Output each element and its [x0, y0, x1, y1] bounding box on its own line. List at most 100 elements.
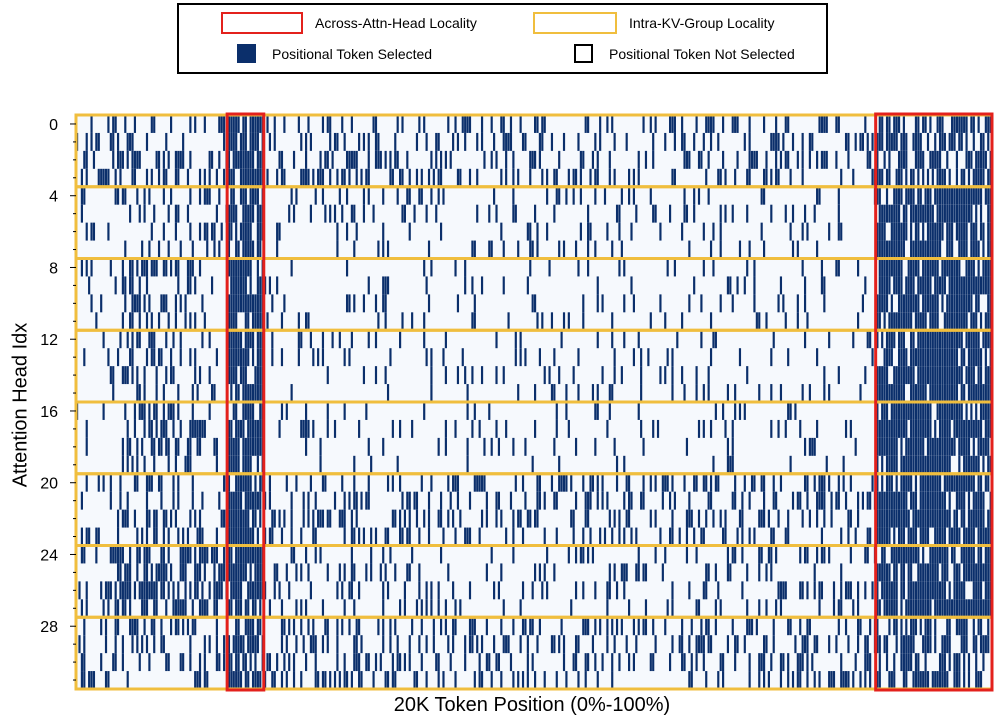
heatmap-cell-selected: [811, 437, 814, 456]
heatmap-cell-selected: [80, 653, 83, 672]
heatmap-cell-selected: [343, 563, 346, 582]
heatmap-cell-selected: [897, 545, 901, 564]
heatmap-cell-selected: [902, 545, 905, 564]
heatmap-cell-selected: [247, 240, 250, 259]
heatmap-cell-selected: [235, 491, 238, 510]
heatmap-cell-selected: [150, 312, 153, 331]
heatmap-cell-selected: [890, 330, 893, 349]
heatmap-cell-selected: [396, 635, 399, 654]
heatmap-cell-selected: [83, 671, 86, 689]
heatmap-cell-selected: [92, 222, 96, 241]
heatmap-cell-selected: [326, 115, 329, 133]
heatmap-cell-selected: [890, 419, 893, 438]
heatmap-cell-selected: [485, 653, 488, 672]
heatmap-cell-selected: [934, 150, 937, 169]
heatmap-cell-selected: [237, 563, 240, 582]
heatmap-cell-selected: [295, 635, 298, 654]
heatmap-cell-selected: [748, 240, 751, 259]
heatmap-cell-selected: [112, 115, 115, 133]
heatmap-cell-selected: [165, 168, 168, 187]
heatmap-cell-selected: [818, 115, 821, 133]
heatmap-cell-selected: [693, 473, 696, 492]
heatmap-cell-selected: [391, 473, 394, 492]
heatmap-cell-selected: [702, 258, 705, 277]
heatmap-cell-selected: [95, 312, 98, 331]
heatmap-cell-selected: [902, 653, 905, 672]
heatmap-cell-selected: [348, 617, 351, 636]
heatmap-cell-selected: [162, 168, 165, 187]
heatmap-cell-selected: [227, 491, 231, 510]
heatmap-cell-selected: [442, 671, 445, 689]
heatmap-cell-selected: [143, 419, 146, 438]
heatmap-cell-selected: [840, 168, 843, 187]
heatmap-cell-selected: [143, 186, 146, 205]
heatmap-cell-selected: [230, 258, 233, 277]
heatmap-cell-selected: [382, 294, 385, 313]
heatmap-cell-selected: [893, 527, 896, 546]
y-tick-label: 12: [40, 332, 58, 349]
heatmap-cell-selected: [697, 186, 701, 205]
heatmap-cell-selected: [403, 581, 406, 600]
heatmap-cell-selected: [929, 437, 932, 456]
heatmap-cell-selected: [820, 115, 824, 133]
heatmap-cell-selected: [587, 115, 590, 133]
heatmap-cell-selected: [280, 527, 284, 546]
heatmap-cell-selected: [951, 294, 954, 313]
heatmap-cell-selected: [881, 473, 884, 492]
heatmap-cell-selected: [215, 348, 218, 367]
heatmap-cell-selected: [722, 402, 725, 420]
heatmap-cell-selected: [963, 581, 966, 600]
heatmap-cell-selected: [251, 150, 255, 169]
heatmap-cell-selected: [488, 240, 491, 259]
heatmap-cell-selected: [230, 312, 233, 331]
heatmap-cell-selected: [712, 455, 715, 474]
heatmap-cell-selected: [227, 653, 231, 672]
heatmap-cell-selected: [336, 617, 339, 636]
heatmap-cell-selected: [758, 599, 761, 618]
heatmap-cell-selected: [174, 509, 177, 528]
heatmap-cell-selected: [408, 653, 411, 672]
heatmap-cell-selected: [401, 115, 404, 133]
heatmap-cell-selected: [897, 312, 901, 331]
heatmap-cell-selected: [782, 581, 785, 600]
heatmap-cell-selected: [459, 168, 462, 187]
heatmap-cell-selected: [203, 599, 206, 618]
heatmap-cell-selected: [227, 312, 231, 331]
heatmap-cell-selected: [871, 473, 874, 492]
heatmap-cell-selected: [866, 330, 869, 349]
heatmap-cell-selected: [955, 258, 959, 277]
heatmap-cell-selected: [80, 186, 83, 205]
heatmap-cell-selected: [929, 545, 932, 564]
heatmap-cell-selected: [910, 653, 913, 672]
heatmap-cell-selected: [78, 581, 81, 600]
heatmap-cell-selected: [895, 258, 898, 277]
heatmap-cell-selected: [811, 132, 814, 151]
heatmap-cell-selected: [497, 437, 501, 456]
heatmap-cell-selected: [970, 222, 973, 241]
heatmap-cell-selected: [439, 168, 443, 187]
heatmap-cell-selected: [883, 312, 886, 331]
heatmap-cell-selected: [80, 545, 83, 564]
heatmap-cell-selected: [772, 473, 775, 492]
heatmap-cell-selected: [888, 563, 891, 582]
heatmap-cell-selected: [208, 186, 211, 205]
heatmap-cell-selected: [129, 563, 132, 582]
heatmap-cell-selected: [582, 473, 585, 492]
heatmap-cell-selected: [191, 258, 194, 277]
heatmap-cell-selected: [722, 115, 725, 133]
heatmap-cell-selected: [203, 563, 206, 582]
heatmap-cell-selected: [972, 276, 975, 295]
heatmap-cell-selected: [936, 384, 939, 402]
heatmap-cell-selected: [529, 240, 532, 259]
heatmap-cell-selected: [700, 635, 703, 654]
heatmap-cell-selected: [546, 222, 549, 241]
heatmap-cell-selected: [910, 384, 913, 402]
heatmap-cell-selected: [382, 581, 385, 600]
heatmap-cell-selected: [941, 491, 944, 510]
heatmap-cell-selected: [943, 258, 946, 277]
heatmap-cell-selected: [753, 258, 756, 277]
heatmap-cell-selected: [326, 150, 329, 169]
heatmap-cell-selected: [191, 419, 194, 438]
heatmap-cell-selected: [693, 276, 696, 295]
heatmap-cell-selected: [235, 599, 238, 618]
